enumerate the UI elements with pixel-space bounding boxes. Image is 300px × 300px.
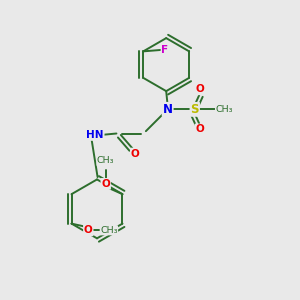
- Text: O: O: [101, 179, 110, 189]
- Text: CH₃: CH₃: [97, 156, 115, 165]
- Text: S: S: [190, 103, 199, 116]
- Text: F: F: [161, 45, 169, 55]
- Text: O: O: [84, 225, 93, 236]
- Text: O: O: [195, 84, 204, 94]
- Text: CH₃: CH₃: [100, 226, 118, 235]
- Text: CH₃: CH₃: [215, 105, 233, 114]
- Text: HN: HN: [86, 130, 104, 140]
- Text: O: O: [131, 148, 140, 158]
- Text: N: N: [163, 103, 173, 116]
- Text: O: O: [195, 124, 204, 134]
